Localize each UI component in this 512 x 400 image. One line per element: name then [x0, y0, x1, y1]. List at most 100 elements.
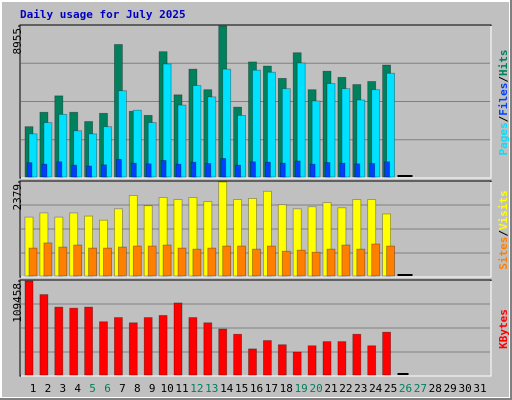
x-tick-label: 1 — [30, 382, 37, 395]
x-tick-label: 20 — [309, 382, 322, 395]
bar — [356, 248, 366, 277]
bar — [266, 71, 276, 178]
bar — [279, 162, 286, 178]
bar — [339, 162, 346, 178]
bar — [248, 348, 257, 376]
legend-separator: / — [497, 115, 510, 122]
y-tick-label: 109458 — [11, 283, 24, 323]
bar — [24, 280, 34, 376]
x-tick-label: 11 — [175, 382, 188, 395]
legend-separator: / — [497, 76, 510, 83]
bar — [101, 164, 107, 178]
bar — [86, 165, 92, 178]
x-tick-label: 30 — [458, 382, 471, 395]
bar — [147, 122, 157, 178]
y-tick-label: 8955 — [11, 28, 24, 55]
bar — [130, 162, 137, 178]
x-tick-label: 23 — [354, 382, 367, 395]
bar — [222, 245, 232, 277]
bar — [294, 160, 301, 178]
bar — [39, 294, 49, 376]
bar — [218, 328, 228, 376]
bar — [88, 133, 97, 178]
bar — [54, 306, 64, 376]
bar — [73, 130, 83, 178]
chart-title: Daily usage for July 2025 — [20, 8, 186, 21]
x-tick-label: 5 — [89, 382, 96, 395]
bar — [237, 245, 247, 277]
x-tick-label: 28 — [429, 382, 442, 395]
bar — [296, 249, 306, 277]
bar — [128, 322, 138, 376]
x-tick-label: 25 — [384, 382, 397, 395]
x-tick-label: 31 — [473, 382, 486, 395]
bar — [58, 113, 68, 178]
bar — [352, 333, 362, 376]
bar — [311, 251, 321, 277]
x-tick-label: 3 — [59, 382, 66, 395]
bar — [162, 63, 172, 178]
bar — [173, 302, 183, 376]
legend-entry: Files — [497, 83, 510, 116]
bar — [118, 90, 127, 178]
x-tick-label: 10 — [160, 382, 173, 395]
legend-entry: Hits — [497, 50, 510, 77]
bar — [386, 245, 396, 277]
x-tick-label: 16 — [250, 382, 263, 395]
bar — [56, 161, 63, 178]
bar — [296, 62, 306, 178]
bar — [73, 244, 83, 277]
bar — [41, 163, 48, 178]
bar — [371, 243, 381, 277]
legend: Pages/Files/Hits — [497, 50, 510, 156]
x-tick-label: 29 — [444, 382, 457, 395]
bar — [222, 68, 232, 178]
bar — [311, 100, 321, 178]
bar — [264, 161, 271, 178]
bar — [177, 247, 187, 277]
bar — [160, 160, 167, 178]
bar — [43, 242, 53, 277]
panel-highlight — [21, 281, 492, 377]
bar — [356, 99, 366, 178]
bar — [220, 158, 227, 178]
x-tick-label: 19 — [295, 382, 308, 395]
x-tick-label: 4 — [74, 382, 81, 395]
bar — [386, 72, 396, 178]
bar — [382, 331, 392, 376]
bar — [324, 162, 331, 178]
legend-entry: Pages — [497, 122, 510, 155]
x-tick-label: 6 — [104, 382, 111, 395]
bar — [203, 322, 213, 376]
x-tick-label: 18 — [280, 382, 293, 395]
bar — [132, 245, 142, 277]
x-tick-label: 8 — [134, 382, 141, 395]
x-tick-label: 14 — [220, 382, 234, 395]
bar — [145, 163, 152, 178]
bar — [337, 341, 347, 376]
x-tick-label: 12 — [190, 382, 203, 395]
bar — [69, 307, 79, 376]
bar — [369, 163, 376, 178]
legend-entry: KBytes — [497, 309, 510, 349]
bar — [252, 248, 261, 277]
x-tick-label: 7 — [119, 382, 126, 395]
legend-separator: / — [497, 230, 510, 237]
bar — [99, 321, 108, 376]
bar — [190, 161, 197, 178]
bar — [233, 333, 243, 376]
bar — [281, 88, 291, 178]
legend-entry: Visits — [497, 190, 510, 230]
y-tick-label: 2379 — [11, 184, 24, 211]
bar — [384, 161, 391, 178]
panel-highlight — [21, 26, 492, 179]
x-tick-label: 22 — [339, 382, 352, 395]
x-tick-label: 26 — [399, 382, 412, 395]
bar — [26, 162, 33, 178]
bar — [28, 247, 38, 277]
bar — [58, 246, 68, 277]
bar — [401, 274, 413, 276]
bar — [103, 247, 112, 277]
